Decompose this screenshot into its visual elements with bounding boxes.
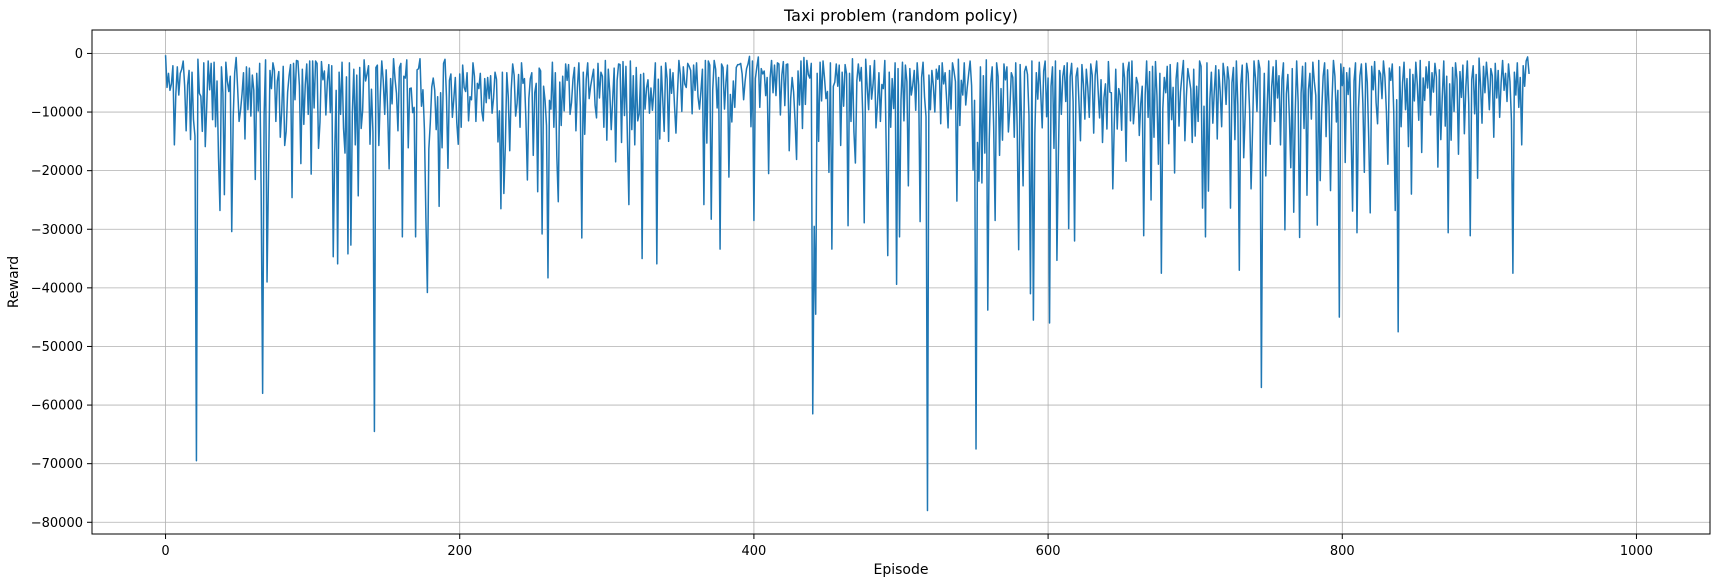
y-tick-label: −20000 xyxy=(31,164,83,179)
y-tick-label: −40000 xyxy=(31,281,83,296)
y-tick-label: −80000 xyxy=(31,516,83,531)
y-tick-label: −70000 xyxy=(31,457,83,472)
y-tick-label: −30000 xyxy=(31,223,83,238)
x-tick-label: 0 xyxy=(161,544,169,559)
x-axis-label: Episode xyxy=(874,562,929,578)
x-tick-label: 1000 xyxy=(1620,544,1653,559)
x-axis-ticks: 0 200 400 600 800 1000 xyxy=(161,534,1653,559)
reward-series-line xyxy=(164,55,1530,512)
y-tick-label: −60000 xyxy=(31,399,83,414)
x-tick-label: 400 xyxy=(741,544,766,559)
y-tick-label: 0 xyxy=(75,47,83,62)
y-tick-label: −10000 xyxy=(31,106,83,121)
y-axis-ticks: 0 −10000 −20000 −30000 −40000 −50000 −60000 −70… xyxy=(31,47,92,531)
x-tick-label: 600 xyxy=(1036,544,1061,559)
grid-lines xyxy=(92,30,1710,534)
y-tick-label: −50000 xyxy=(31,340,83,355)
x-tick-label: 800 xyxy=(1330,544,1355,559)
plot-frame xyxy=(91,29,1711,535)
series-layer xyxy=(164,55,1530,512)
y-axis-label: Reward xyxy=(6,256,22,308)
chart-title: Taxi problem (random policy) xyxy=(783,6,1018,25)
x-tick-label: 200 xyxy=(447,544,472,559)
